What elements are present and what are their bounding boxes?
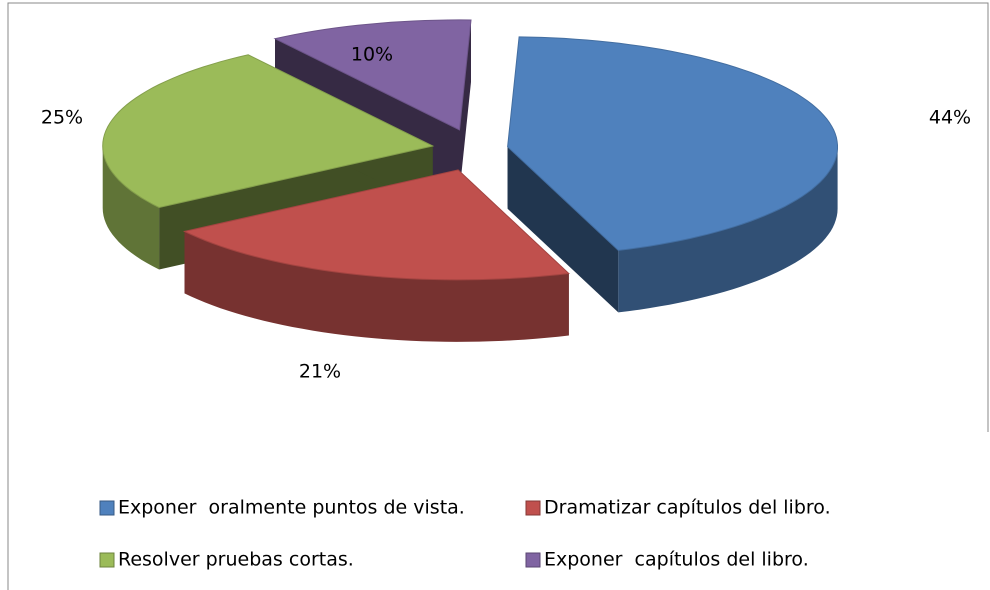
- slice: [507, 36, 838, 251]
- slice-side: [459, 20, 471, 192]
- slice-side: [507, 146, 619, 313]
- legend-label: Resolver pruebas cortas.: [118, 549, 354, 571]
- legend-swatch: [99, 552, 115, 568]
- legend-label: Dramatizar capítulos del libro.: [544, 497, 831, 519]
- data-label: 25%: [41, 107, 83, 129]
- slice: [102, 54, 435, 209]
- slice: [182, 169, 570, 281]
- slice-wall: [618, 146, 838, 313]
- slice-wall: [184, 231, 569, 342]
- slice: [273, 19, 472, 131]
- data-label: 10%: [351, 44, 393, 66]
- data-label: 21%: [299, 361, 341, 383]
- chart-frame: [7, 2, 989, 590]
- data-label: 44%: [929, 107, 971, 129]
- slice-wall: [102, 146, 160, 270]
- legend-swatch: [525, 552, 541, 568]
- legend-label: Exponer oralmente puntos de vista.: [118, 497, 465, 519]
- legend-swatch: [99, 500, 115, 516]
- legend-swatch: [525, 500, 541, 516]
- legend-label: Exponer capítulos del libro.: [544, 549, 809, 571]
